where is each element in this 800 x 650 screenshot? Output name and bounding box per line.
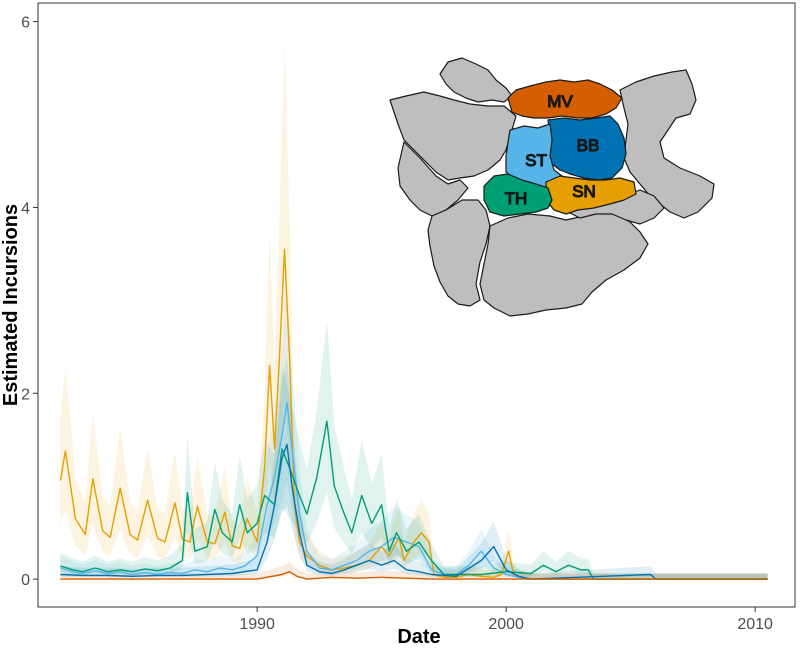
germany-inset-map: MV BB ST SN TH xyxy=(389,57,715,317)
series-lines xyxy=(59,248,768,580)
map-region-niedersachsen xyxy=(389,91,517,181)
map-region-sn xyxy=(545,175,637,215)
map-region-mv xyxy=(507,79,623,119)
axes: 0 2 4 6 1990 2000 2010 xyxy=(21,15,773,633)
map-label-bb: BB xyxy=(577,136,600,155)
y-axis-title: Estimated Incursions xyxy=(0,204,22,406)
x-tick-label: 2010 xyxy=(737,616,773,633)
map-region-schleswig-holstein xyxy=(439,57,513,103)
series-line-th xyxy=(60,420,768,580)
map-label-st: ST xyxy=(525,151,547,170)
map-label-sn: SN xyxy=(572,182,596,201)
map-region-th xyxy=(483,173,553,217)
series-line-sn xyxy=(59,248,768,580)
x-tick-label: 1990 xyxy=(239,616,275,633)
y-tick-label: 0 xyxy=(21,572,30,589)
series-line-bb xyxy=(60,443,768,580)
map-region-south-west xyxy=(427,199,491,307)
map-region-nordrhein-westfalen xyxy=(397,141,469,217)
band-sn xyxy=(60,45,768,580)
x-tick-label: 2000 xyxy=(488,616,524,633)
map-region-east-neighbour xyxy=(619,69,715,219)
map-label-mv: MV xyxy=(547,92,573,111)
y-tick-label: 2 xyxy=(21,386,30,403)
map-label-th: TH xyxy=(505,189,528,208)
series-line-mv xyxy=(60,571,768,580)
y-tick-label: 4 xyxy=(21,200,30,217)
map-region-bayern xyxy=(479,211,649,317)
band-st xyxy=(60,291,768,580)
plot-panel-border xyxy=(37,2,796,608)
x-axis-title: Date xyxy=(397,626,440,648)
y-tick-label: 6 xyxy=(21,15,30,32)
